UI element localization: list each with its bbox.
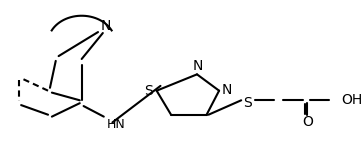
Text: HN: HN: [107, 118, 125, 131]
Text: O: O: [302, 115, 313, 129]
Text: S: S: [144, 84, 153, 98]
Text: OH: OH: [341, 93, 362, 107]
Text: S: S: [244, 96, 252, 110]
Text: N: N: [221, 83, 232, 97]
Text: N: N: [193, 59, 203, 73]
Text: N: N: [101, 19, 111, 33]
